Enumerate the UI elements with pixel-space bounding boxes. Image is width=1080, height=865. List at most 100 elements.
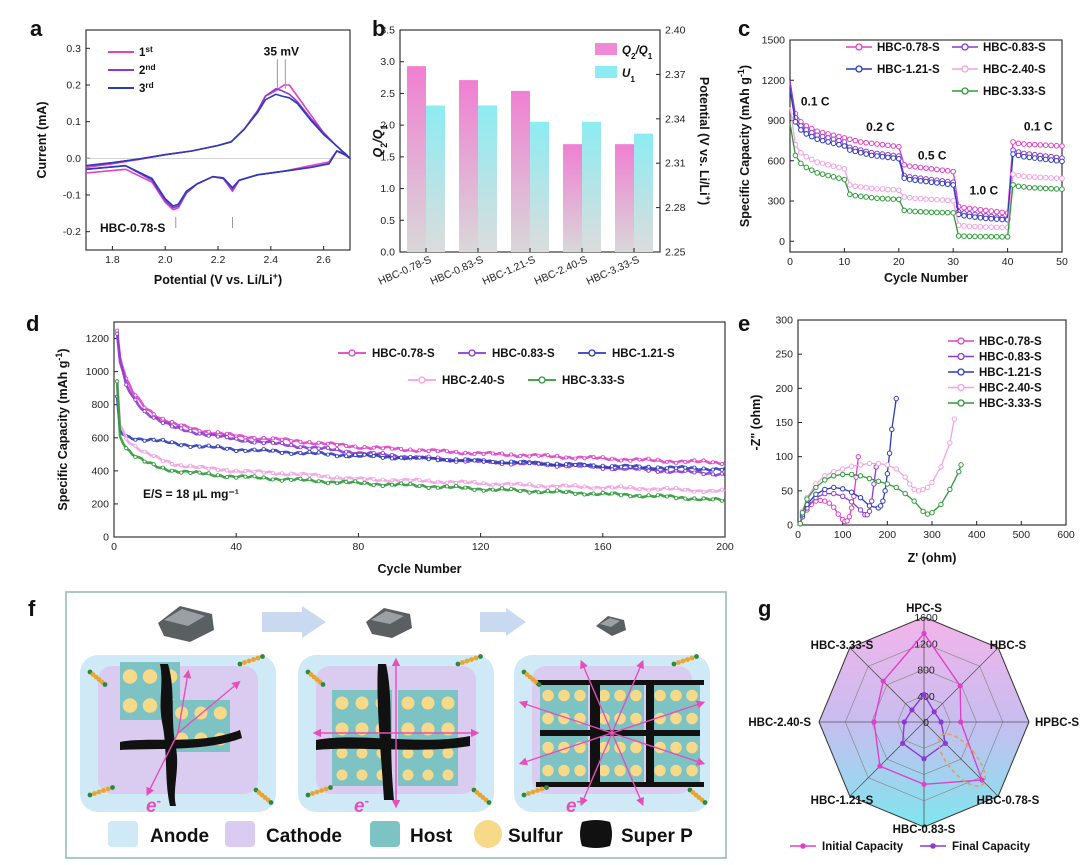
cycle-point-HBC-3.33-S <box>619 493 624 498</box>
y-axis-title-part-3: 1 <box>379 125 389 130</box>
polysulfide-chain-bead <box>237 661 243 667</box>
cycle-point-HBC-2.40-S <box>252 469 257 474</box>
nyquist-point-HBC-2.40-S <box>893 466 899 472</box>
cycle-point-HBC-0.78-S <box>435 449 440 454</box>
cycle-point-HBC-1.21-S <box>628 464 633 469</box>
legend-swatch-sulfur <box>474 820 502 848</box>
nyquist-point-HBC-3.33-S <box>797 520 803 527</box>
cycle-point-HBC-3.33-S <box>179 470 184 475</box>
cycle-point-HBC-0.78-S <box>610 456 615 461</box>
electron-letter: e <box>354 796 365 817</box>
y-axis-title-part-2: /Q <box>371 129 385 143</box>
panel-c-rate-chart: 0 10 20 30 40 50 0 300 600 900 1200 1500 0.1 C 0.2 C 0… <box>736 35 1068 286</box>
cycle-point-HBC-3.33-S <box>334 481 339 486</box>
bar-q2q1-HBC-1.21-S <box>511 90 530 253</box>
nyquist-point-HBC-2.40-S <box>866 460 873 467</box>
electron-path-arrow <box>518 700 613 734</box>
cycle-point-HBC-2.40-S <box>417 478 422 483</box>
legend-label-HBC-0.83-S: HBC-0.83-S <box>983 42 1046 54</box>
polysulfide-chain-bead <box>544 785 549 790</box>
cycle-point-HBC-3.33-S <box>472 487 477 492</box>
cycle-point-HBC-3.33-S <box>444 484 449 489</box>
cycle-point-HBC-0.83-S <box>646 468 651 473</box>
cycle-point-HBC-1.21-S <box>564 462 569 467</box>
nyquist-point-HBC-3.33-S <box>947 486 953 493</box>
cycle-point-HBC-1.21-S <box>179 443 184 448</box>
sulfur-particle <box>422 747 434 759</box>
cycle-point-HBC-0.78-S <box>417 448 422 453</box>
sulfur-particle <box>356 747 368 759</box>
sulfur-particle <box>421 696 435 710</box>
x-tick-label: 2.0 <box>158 254 173 266</box>
rate-point-HBC-3.33-S <box>939 209 946 216</box>
rate-point-HBC-3.33-S <box>808 167 815 173</box>
panel-a-cv-chart: 1.8 2.0 2.2 2.4 2.6 -0.2 -0.1 0.0 0.1 0.2 0.3 35 mV… <box>35 29 351 287</box>
rate-label-2: 0.5 C <box>918 148 947 162</box>
y-tick-label: 0.3 <box>66 43 81 55</box>
polysulfide-chain-bead <box>305 792 311 798</box>
rate-point-HBC-2.40-S <box>803 153 810 160</box>
cycle-point-HBC-0.78-S <box>307 440 312 445</box>
rate-point-HBC-3.33-S <box>961 233 967 239</box>
legend-swatch-q2q1 <box>595 43 617 55</box>
rate-point-HBC-3.33-S <box>966 233 973 240</box>
cycle-point-HBC-2.40-S <box>169 462 174 467</box>
y-axis-title: Specific Capacity (mAh g-1) <box>736 65 752 227</box>
legend-label-anode: Anode <box>150 826 209 847</box>
nyquist-point-HBC-1.21-S <box>880 498 886 504</box>
cycle-point-HBC-0.83-S <box>179 426 184 431</box>
electron-path-arrow <box>611 732 706 766</box>
cycle-point-HBC-0.78-S <box>527 454 532 459</box>
panel-label-b: b <box>372 16 385 41</box>
radar-spoke <box>923 721 999 797</box>
rate-point-HBC-3.33-S <box>993 233 1000 240</box>
cycle-point-HBC-2.40-S <box>582 484 587 489</box>
x-tick-label: 30 <box>947 256 959 268</box>
nyquist-point-HBC-2.40-S <box>857 462 864 468</box>
panel-g-radar-chart: 040080012001600HPC-SHBC-SHPBC-SHBC-0.78-… <box>748 603 1079 853</box>
cycle-point-HBC-0.83-S <box>665 469 670 474</box>
cycle-point-HBC-2.40-S <box>536 484 541 489</box>
cycle-point-HBC-3.33-S <box>408 481 413 486</box>
rate-point-HBC-3.33-S <box>972 233 978 240</box>
cycle-point-HBC-3.33-S <box>600 490 605 495</box>
nyquist-point-HBC-3.33-S <box>920 508 926 515</box>
rate-point-HBC-1.21-S <box>917 178 924 184</box>
legend-label-sulfur: Sulfur <box>508 826 563 847</box>
sulfur-particle <box>422 769 434 781</box>
cycle-point-HBC-0.78-S <box>472 451 477 456</box>
cycle-point-HBC-1.21-S <box>610 464 615 469</box>
cycle-point-HBC-1.21-S <box>655 465 660 470</box>
cycle-point-HBC-2.40-S <box>243 468 248 473</box>
rate-point-HBC-3.33-S <box>1010 182 1016 188</box>
sulfur-particle <box>442 769 454 781</box>
y-axis-title: -Z" (ohm) <box>749 395 763 451</box>
y-tick-label: 200 <box>91 498 109 510</box>
legend-swatch-anode <box>108 821 138 847</box>
y-tick-label: 200 <box>775 383 793 395</box>
cycle-point-HBC-0.78-S <box>545 453 550 458</box>
rate-point-HBC-0.78-S <box>993 208 1000 215</box>
rate-point-HBC-1.21-S <box>841 143 848 149</box>
cycle-point-HBC-3.33-S <box>701 496 706 501</box>
legend-label-q2q1-part-2: /Q <box>635 45 648 57</box>
rate-point-HBC-3.33-S <box>868 194 875 201</box>
electron-charge: - <box>577 793 581 808</box>
polysulfide-chain-bead <box>105 786 111 792</box>
nyquist-point-HBC-2.40-S <box>915 488 922 494</box>
nyquist-point-HBC-3.33-S <box>884 481 891 487</box>
polysulfide-chain-bead <box>87 792 93 798</box>
rate-point-HBC-3.33-S <box>792 152 799 159</box>
cycle-point-HBC-0.78-S <box>591 455 596 460</box>
cycle-point-HBC-1.21-S <box>472 458 477 463</box>
polysulfide-chain-bead <box>242 660 247 665</box>
cycle-point-HBC-1.21-S <box>710 467 715 472</box>
rate-point-HBC-1.21-S <box>906 176 913 183</box>
legend-label-HBC-1.21-S: HBC-1.21-S <box>979 367 1042 379</box>
rate-point-HBC-0.78-S <box>999 209 1005 216</box>
electron-charge: - <box>157 793 161 808</box>
cycle-point-HBC-3.33-S <box>719 498 724 503</box>
cycle-point-HBC-0.78-S <box>371 445 376 450</box>
legend-label-1: 1st <box>139 45 153 60</box>
polysulfide-chain-bead <box>539 786 545 792</box>
